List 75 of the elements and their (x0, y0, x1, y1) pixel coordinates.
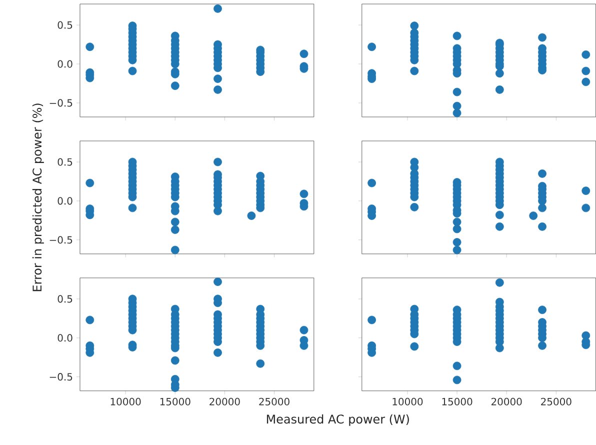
x-tick-label: 10000 (392, 398, 423, 406)
point (495, 210, 504, 220)
point (214, 74, 222, 84)
x-tick-label: 20000 (491, 398, 522, 406)
point (410, 203, 419, 212)
point (368, 316, 376, 324)
y-tick-label: 0.5 (58, 21, 72, 29)
point (368, 178, 376, 188)
point (452, 362, 462, 370)
point (538, 204, 546, 212)
point (495, 344, 504, 352)
point (170, 356, 180, 365)
point (495, 222, 504, 231)
point (452, 218, 462, 226)
point (538, 306, 546, 314)
point (86, 178, 94, 188)
point (452, 32, 462, 40)
point (170, 226, 180, 234)
point (256, 359, 265, 368)
point (410, 342, 419, 351)
point (86, 42, 94, 52)
x-tick-label: 20000 (210, 398, 240, 406)
y-tick-label: −0.5 (50, 236, 72, 244)
point (495, 86, 504, 94)
y-axis-title: Error in predicted AC power (%) (32, 104, 44, 292)
y-tick-label: −0.5 (50, 99, 72, 107)
point (538, 170, 546, 178)
point (170, 246, 180, 254)
point (410, 22, 419, 30)
y-tick-label: 0.5 (58, 295, 72, 303)
point (452, 224, 462, 234)
point (582, 78, 590, 86)
point (582, 50, 590, 59)
point (495, 278, 504, 287)
point (538, 33, 546, 42)
point (128, 204, 137, 212)
point (452, 102, 462, 110)
point (214, 86, 222, 94)
point (452, 88, 462, 96)
x-tick-label: 25000 (259, 398, 290, 406)
x-tick-label: 15000 (160, 398, 190, 406)
point (368, 42, 376, 52)
point (170, 82, 180, 90)
point (214, 278, 222, 286)
point (529, 212, 538, 220)
x-tick-label: 15000 (442, 398, 472, 406)
point (214, 4, 222, 13)
point (128, 66, 137, 76)
point (452, 376, 462, 384)
point (538, 222, 546, 231)
point (452, 246, 462, 254)
y-tick-label: 0.5 (58, 158, 72, 166)
y-tick-label: 0.0 (58, 334, 72, 342)
x-tick-label: 10000 (110, 398, 141, 406)
x-tick-label: 25000 (541, 398, 572, 406)
point (410, 66, 419, 76)
point (214, 348, 222, 357)
point (300, 50, 308, 58)
point (452, 238, 462, 246)
point (495, 69, 504, 78)
point (452, 108, 462, 118)
point (300, 190, 308, 198)
point (247, 212, 256, 220)
x-axis-title: Measured AC power (W) (266, 414, 409, 426)
point (582, 186, 590, 196)
point (538, 342, 546, 350)
point (582, 204, 590, 212)
point (170, 218, 180, 226)
point (214, 158, 222, 166)
y-tick-label: −0.5 (50, 373, 72, 381)
point (582, 66, 590, 76)
y-tick-label: 0.0 (58, 197, 72, 205)
y-tick-label: 0.0 (58, 60, 72, 68)
point (86, 316, 94, 324)
point (300, 326, 308, 334)
